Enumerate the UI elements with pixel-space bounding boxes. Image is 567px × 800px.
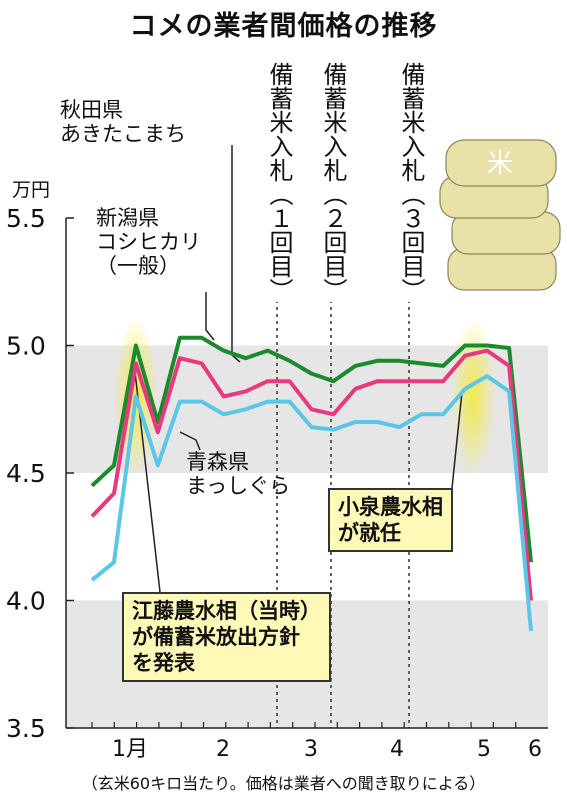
rice-bag-stack-icon: 米 — [439, 139, 561, 291]
series-lines — [90, 335, 533, 632]
chart-title: コメの業者間価格の推移 — [129, 11, 438, 42]
leader-koizumi — [451, 391, 463, 489]
footnote: （玄米60キロ当たり。価格は業者への聞き取りによる） — [81, 774, 486, 793]
x-tick-label-4: 5 — [477, 737, 491, 762]
x-tick-label-5: 6 — [528, 737, 542, 762]
leader-aomori — [179, 431, 201, 451]
series-label-aomori: 青森県 まっしぐら — [186, 450, 291, 498]
annotation-eto: 江藤農水相（当時） が備蓄米放出方針 を発表 — [122, 592, 331, 682]
rice-mark-icon: 米 — [487, 149, 513, 179]
axis: 3.5 4.0 4.5 5.0 5.5 1月 2 3 4 5 6 — [6, 204, 548, 762]
y-tick-label-0: 3.5 — [6, 714, 46, 743]
y-unit-label: 万円 — [12, 179, 51, 201]
x-tick-label-1: 2 — [216, 737, 230, 762]
series-label-akita: 秋田県 あきたこまち — [60, 98, 186, 146]
series-line-1 — [90, 348, 533, 601]
x-tick-label-2: 3 — [304, 737, 318, 762]
event-lines — [276, 300, 410, 728]
series-line-0 — [90, 335, 533, 563]
leader-akita — [231, 145, 241, 363]
x-tick-label-3: 4 — [390, 737, 404, 762]
rice-bag-top — [445, 139, 557, 187]
event-label-1: 備蓄米入札（１回目） — [262, 62, 293, 302]
event-label-2: 備蓄米入札（２回目） — [316, 62, 347, 302]
y-tick-label-2: 4.5 — [6, 459, 46, 488]
y-tick-label-1: 4.0 — [6, 587, 46, 616]
x-tick-label-0: 1月 — [112, 737, 148, 762]
series-line-2 — [90, 374, 533, 632]
leader-niigata — [205, 292, 215, 341]
y-tick-label-4: 5.5 — [6, 204, 46, 233]
annotation-koizumi: 小泉農水相 が就任 — [328, 488, 453, 552]
event-label-3: 備蓄米入札（３回目） — [394, 62, 425, 302]
y-tick-label-3: 5.0 — [6, 332, 46, 361]
series-label-niigata: 新潟県 コシヒカリ （一般） — [96, 206, 201, 278]
